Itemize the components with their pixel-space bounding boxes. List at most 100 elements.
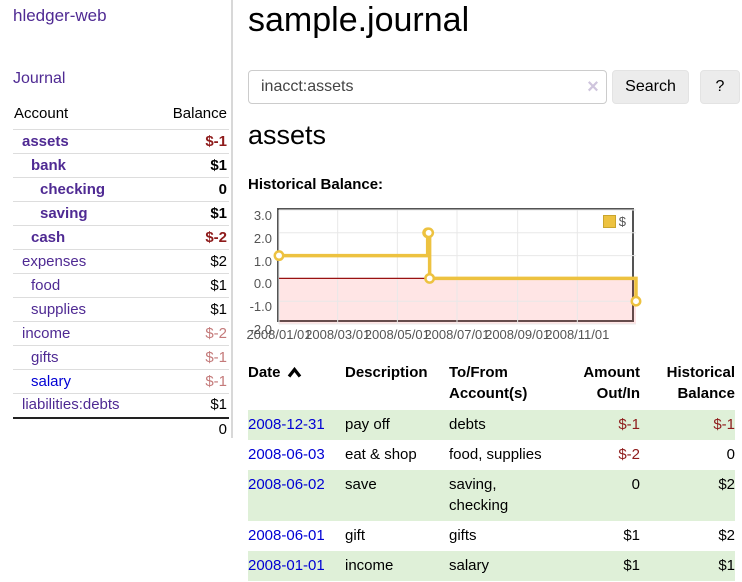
table-row: liabilities:debts $1: [13, 393, 229, 418]
transaction-balance: $-1: [713, 416, 735, 433]
table-row: salary $-1: [13, 369, 229, 394]
account-balance: $-2: [205, 324, 227, 342]
account-balance: $-1: [205, 348, 227, 366]
chart-plot-area: $: [273, 208, 642, 325]
account-balance: $1: [210, 276, 227, 294]
transaction-balance: $1: [718, 557, 735, 574]
table-row: assets $-1: [13, 129, 229, 154]
transaction-amount: $-1: [618, 416, 640, 433]
transaction-date-link[interactable]: 2008-06-03: [248, 446, 325, 463]
table-row: expenses $2: [13, 249, 229, 274]
legend-swatch-icon: [602, 215, 616, 228]
y-axis-tick-label: -2.0: [249, 322, 272, 337]
transaction-accounts: debts: [449, 416, 486, 433]
clear-search-icon[interactable]: ×: [587, 76, 599, 98]
table-row: income $-2: [13, 321, 229, 346]
accounts-header-balance: Balance: [172, 105, 227, 122]
account-link-bank[interactable]: bank: [31, 156, 67, 174]
account-link-food[interactable]: food: [31, 276, 61, 294]
register-row: 2008-06-03 eat & shop food, supplies $-2…: [248, 440, 735, 470]
accounts-header-account: Account: [14, 105, 69, 122]
x-axis-tick-label: 2008/07/01: [424, 327, 490, 342]
x-axis-tick-label: 2008/05/01: [364, 327, 430, 342]
account-balance: $1: [210, 300, 227, 318]
y-axis-tick-label: 1.0: [253, 253, 272, 269]
transaction-amount: $-2: [618, 446, 640, 463]
account-link-cash[interactable]: cash: [31, 228, 66, 246]
table-row: gifts $-1: [13, 345, 229, 370]
table-row: cash $-2: [13, 225, 229, 250]
page-title: sample.journal: [248, 1, 470, 39]
transaction-accounts: saving, checking: [449, 476, 509, 514]
account-balance: $-1: [205, 132, 227, 150]
transaction-description: eat & shop: [345, 446, 417, 463]
transaction-description: pay off: [345, 416, 390, 433]
table-row: checking 0: [13, 177, 229, 202]
account-link-supplies[interactable]: supplies: [31, 300, 87, 318]
accounts-total-value: 0: [218, 421, 227, 438]
transaction-description: income: [345, 557, 394, 574]
account-balance: $2: [210, 252, 227, 270]
transaction-date-link[interactable]: 2008-06-01: [248, 527, 325, 544]
accounts-balance-table: Account Balance assets $-1 bank $1 checkin…: [13, 101, 229, 442]
y-axis-tick-label: 3.0: [253, 208, 272, 223]
chart-legend: $: [602, 214, 626, 229]
account-link-saving[interactable]: saving: [40, 204, 88, 222]
sidebar-divider: [231, 0, 233, 438]
account-heading: assets: [248, 120, 327, 150]
account-link-salary[interactable]: salary: [31, 372, 72, 390]
account-balance: 0: [218, 180, 227, 198]
chart-title: Historical Balance:: [248, 176, 384, 193]
transaction-accounts: gifts: [449, 527, 477, 544]
app-brand-link[interactable]: hledger-web: [13, 6, 107, 25]
account-link-gifts[interactable]: gifts: [31, 348, 59, 366]
legend-label: $: [618, 214, 626, 229]
sidebar-item-journal[interactable]: Journal: [13, 70, 66, 87]
search-input[interactable]: [248, 70, 607, 104]
register-row: 2008-01-01 income salary $1 $1: [248, 551, 735, 581]
transaction-date-link[interactable]: 2008-12-31: [248, 416, 325, 433]
x-axis-tick-label: 2008/03/01: [305, 327, 371, 342]
account-link-income[interactable]: income: [22, 324, 71, 342]
register-header-date[interactable]: Date: [248, 358, 345, 410]
help-button[interactable]: ?: [700, 70, 740, 104]
table-row: saving $1: [13, 201, 229, 226]
account-link-checking[interactable]: checking: [40, 180, 106, 198]
transaction-accounts: salary: [449, 557, 490, 574]
register-header-balance: Historical Balance: [666, 364, 735, 402]
x-axis-tick-label: 2008/01/01: [246, 327, 312, 342]
table-row: supplies $1: [13, 297, 229, 322]
account-balance: $1: [210, 204, 227, 222]
x-axis-tick-label: 2008/11/01: [545, 327, 610, 342]
y-axis-tick-label: 0.0: [253, 276, 272, 292]
search-form: × Search ?: [248, 70, 742, 104]
transaction-accounts: food, supplies: [449, 446, 542, 463]
accounts-total-row: 0: [13, 417, 229, 442]
transaction-description: gift: [345, 527, 366, 544]
table-row: food $1: [13, 273, 229, 298]
account-link-expenses[interactable]: expenses: [22, 252, 87, 270]
account-balance: $1: [210, 396, 227, 414]
register-row: 2008-06-01 gift gifts $1 $2: [248, 521, 735, 551]
search-button[interactable]: Search: [612, 70, 689, 104]
historical-balance-chart: 3.0 2.0 1.0 0.0 -1.0 -2.0 $ 2008/01/01 2008/03…: [238, 200, 718, 346]
transaction-amount: $1: [623, 557, 640, 574]
sort-ascending-icon: [287, 366, 301, 378]
account-balance: $-2: [205, 228, 227, 246]
transaction-date-link[interactable]: 2008-06-02: [248, 476, 325, 493]
account-link-liabilities-debts[interactable]: liabilities:debts: [22, 396, 120, 414]
transaction-balance: $2: [718, 527, 735, 544]
transaction-date-link[interactable]: 2008-01-01: [248, 557, 325, 574]
chart-canvas: [273, 209, 642, 325]
transaction-balance: $2: [718, 476, 735, 493]
register-table: Date Description To/From Account(s) Amoun…: [248, 358, 735, 581]
y-axis-tick-label: 2.0: [253, 230, 272, 246]
account-balance: $1: [210, 156, 227, 174]
register-header-accounts: To/From Account(s): [449, 364, 528, 402]
transaction-amount: $1: [623, 527, 640, 544]
account-link-assets[interactable]: assets: [22, 132, 69, 150]
register-row: 2008-12-31 pay off debts $-1 $-1: [248, 410, 735, 440]
register-header-amount: Amount Out/In: [583, 364, 640, 402]
register-header-description: Description: [345, 364, 428, 381]
table-row: bank $1: [13, 153, 229, 178]
